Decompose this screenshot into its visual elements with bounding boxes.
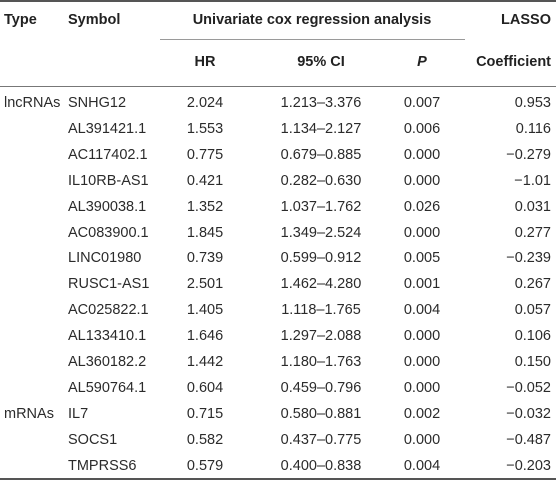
- cell-hr: 0.775: [186, 147, 224, 163]
- cell-ci: 1.462–4.280: [280, 276, 362, 292]
- cell-coef: −1.01: [514, 173, 551, 189]
- header-hr: HR: [194, 54, 216, 70]
- cell-coef: −0.279: [506, 147, 551, 163]
- cell-type: mRNAs: [4, 406, 54, 422]
- header-coefficient: Coefficient: [476, 54, 551, 70]
- cell-coef: −0.487: [506, 432, 551, 448]
- cell-p: 0.004: [403, 458, 441, 474]
- cell-p: 0.002: [403, 406, 441, 422]
- cell-p: 0.007: [403, 95, 441, 111]
- cell-ci: 1.297–2.088: [280, 328, 362, 344]
- cell-symbol: SOCS1: [68, 432, 118, 448]
- cell-symbol: AL390038.1: [68, 199, 147, 215]
- cell-p: 0.006: [403, 121, 441, 137]
- header-type: Type: [4, 12, 37, 28]
- cell-symbol: SNHG12: [68, 95, 127, 111]
- cell-ci: 0.679–0.885: [280, 147, 362, 163]
- table-bottom-rule: [0, 478, 556, 480]
- header-bottom-rule: [0, 86, 556, 87]
- cell-ci: 0.580–0.881: [280, 406, 362, 422]
- cell-ci: 0.282–0.630: [280, 173, 362, 189]
- cell-hr: 0.421: [186, 173, 224, 189]
- cell-p: 0.004: [403, 302, 441, 318]
- cell-hr: 1.553: [186, 121, 224, 137]
- cell-ci: 1.134–2.127: [280, 121, 362, 137]
- cell-symbol: AL133410.1: [68, 328, 147, 344]
- header-ci: 95% CI: [297, 54, 345, 70]
- cell-p: 0.005: [403, 250, 441, 266]
- cell-ci: 1.118–1.765: [281, 302, 361, 318]
- cell-ci: 1.349–2.524: [280, 225, 362, 241]
- cell-hr: 0.579: [186, 458, 224, 474]
- cell-ci: 0.437–0.775: [280, 432, 362, 448]
- cell-p: 0.000: [403, 173, 441, 189]
- cell-symbol: AC083900.1: [68, 225, 149, 241]
- cell-hr: 1.352: [186, 199, 224, 215]
- cell-p: 0.001: [403, 276, 441, 292]
- cell-symbol: RUSC1-AS1: [68, 276, 150, 292]
- cell-ci: 0.599–0.912: [280, 250, 362, 266]
- header-symbol: Symbol: [68, 12, 121, 28]
- cell-symbol: AL360182.2: [68, 354, 147, 370]
- cell-p: 0.026: [403, 199, 441, 215]
- cell-ci: 0.400–0.838: [280, 458, 362, 474]
- cell-ci: 1.037–1.762: [280, 199, 362, 215]
- cell-hr: 0.604: [186, 380, 224, 396]
- cell-hr: 2.024: [186, 95, 224, 111]
- cell-hr: 1.405: [186, 302, 224, 318]
- cell-hr: 1.646: [186, 328, 224, 344]
- cell-coef: 0.106: [514, 328, 551, 344]
- cell-hr: 1.845: [186, 225, 224, 241]
- cell-hr: 0.739: [186, 250, 224, 266]
- cell-coef: 0.267: [514, 276, 551, 292]
- cell-p: 0.000: [403, 147, 441, 163]
- cell-symbol: LINC01980: [68, 250, 142, 266]
- cell-hr: 2.501: [186, 276, 224, 292]
- cell-hr: 1.442: [186, 354, 224, 370]
- cell-coef: 0.150: [514, 354, 551, 370]
- header-lasso: LASSO: [501, 12, 551, 28]
- cell-symbol: AL391421.1: [68, 121, 147, 137]
- cell-coef: 0.057: [514, 302, 551, 318]
- cell-hr: 0.582: [186, 432, 224, 448]
- header-p: P: [417, 54, 427, 70]
- univariate-span-rule: [160, 39, 465, 40]
- cell-hr: 0.715: [186, 406, 224, 422]
- cell-ci: 1.180–1.763: [280, 354, 362, 370]
- header-univariate: Univariate cox regression analysis: [192, 12, 432, 28]
- table-top-rule: [0, 0, 556, 2]
- cell-ci: 0.459–0.796: [280, 380, 362, 396]
- cell-coef: 0.116: [515, 121, 551, 137]
- cell-symbol: AC117402.1: [68, 147, 148, 163]
- cell-coef: −0.203: [506, 458, 551, 474]
- cell-coef: −0.052: [506, 380, 551, 396]
- cell-symbol: IL10RB-AS1: [68, 173, 149, 189]
- cell-symbol: IL7: [68, 406, 89, 422]
- cell-ci: 1.213–3.376: [280, 95, 362, 111]
- cell-coef: 0.277: [514, 225, 551, 241]
- cell-coef: 0.031: [514, 199, 551, 215]
- cell-symbol: AL590764.1: [68, 380, 147, 396]
- cell-symbol: AC025822.1: [68, 302, 149, 318]
- cell-p: 0.000: [403, 328, 441, 344]
- cell-p: 0.000: [403, 354, 441, 370]
- cell-p: 0.000: [403, 380, 441, 396]
- cell-coef: −0.239: [506, 250, 551, 266]
- cell-p: 0.000: [403, 432, 441, 448]
- cell-symbol: TMPRSS6: [68, 458, 137, 474]
- cell-coef: 0.953: [514, 95, 551, 111]
- cell-coef: −0.032: [506, 406, 551, 422]
- cell-type: lncRNAs: [4, 95, 61, 111]
- cell-p: 0.000: [403, 225, 441, 241]
